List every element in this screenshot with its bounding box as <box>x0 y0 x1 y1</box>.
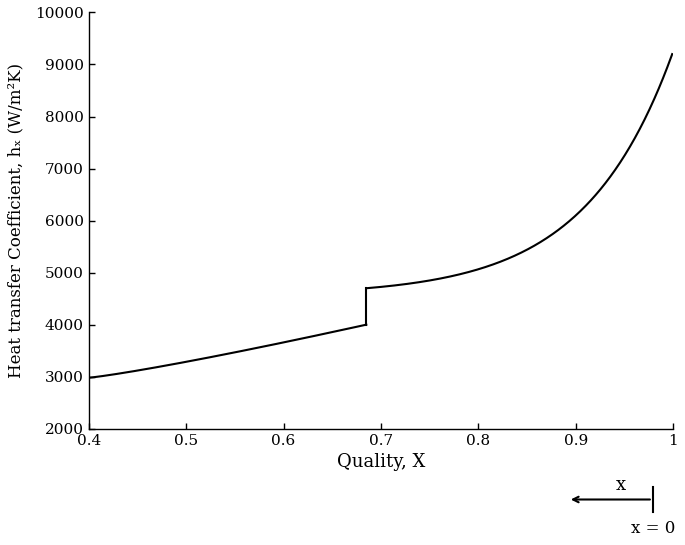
X-axis label: Quality, X: Quality, X <box>337 453 425 471</box>
Text: x: x <box>616 476 625 494</box>
Y-axis label: Heat transfer Coefficient, hₓ (W/m²K): Heat transfer Coefficient, hₓ (W/m²K) <box>7 63 24 378</box>
Text: x = 0: x = 0 <box>630 520 675 537</box>
